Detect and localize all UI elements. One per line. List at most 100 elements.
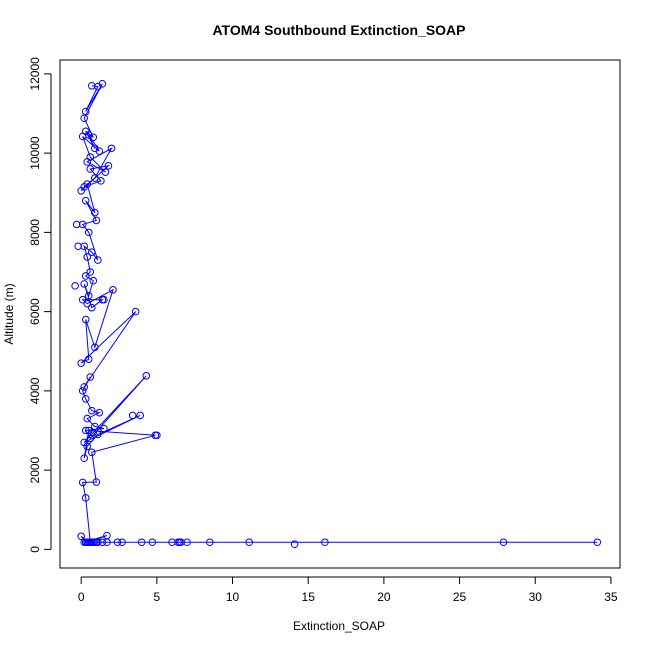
data-point xyxy=(91,208,99,217)
data-point xyxy=(81,315,90,324)
data-point xyxy=(81,494,90,502)
data-point xyxy=(98,538,107,547)
data-point xyxy=(153,431,161,440)
series-line xyxy=(80,83,598,543)
data-point xyxy=(83,158,92,166)
y-tick-label: 10000 xyxy=(28,136,42,170)
data-point xyxy=(92,216,101,225)
data-point xyxy=(148,538,157,547)
y-tick-label: 2000 xyxy=(28,456,42,483)
data-point xyxy=(100,424,108,433)
plot-frame xyxy=(59,59,621,569)
data-point xyxy=(78,478,87,487)
data-point xyxy=(80,454,89,463)
data-point xyxy=(593,538,602,547)
data-point xyxy=(86,268,95,276)
data-point xyxy=(81,394,90,403)
data-point xyxy=(174,538,182,547)
data-point xyxy=(77,359,85,367)
data-point xyxy=(81,426,90,435)
data-point xyxy=(78,387,87,395)
x-tick-label: 5 xyxy=(154,590,161,604)
data-point xyxy=(83,442,92,451)
x-tick-label: 10 xyxy=(226,590,240,604)
y-axis-label: Altitude (m) xyxy=(2,283,16,344)
data-point xyxy=(81,196,90,205)
data-point xyxy=(113,538,122,547)
data-point xyxy=(77,186,85,195)
data-point xyxy=(206,538,214,547)
data-point xyxy=(94,256,102,264)
x-tick-label: 20 xyxy=(377,590,391,604)
data-point xyxy=(92,478,101,486)
marker-layer xyxy=(71,79,602,549)
data-point xyxy=(101,168,110,176)
x-tick-label: 35 xyxy=(604,590,618,604)
data-point xyxy=(87,303,96,312)
data-point xyxy=(100,295,108,304)
data-point xyxy=(95,147,104,155)
data-point xyxy=(89,133,98,142)
x-axis: 0 5 10 15 20 25 30 35 xyxy=(78,576,618,604)
data-point xyxy=(71,282,79,290)
data-point xyxy=(168,538,176,547)
data-point xyxy=(104,162,113,170)
data-point xyxy=(91,174,99,182)
data-point xyxy=(290,540,299,549)
data-point xyxy=(83,180,92,188)
data-point xyxy=(80,280,89,288)
data-point xyxy=(94,538,102,547)
data-point xyxy=(81,272,90,280)
data-point xyxy=(89,276,98,285)
y-tick-label: 12000 xyxy=(28,57,42,91)
data-point xyxy=(98,79,107,88)
data-point xyxy=(84,538,93,547)
data-point xyxy=(137,538,146,547)
data-point xyxy=(74,242,82,251)
x-tick-label: 15 xyxy=(302,590,316,604)
data-point xyxy=(142,372,151,380)
data-point xyxy=(86,434,95,443)
y-tick-label: 4000 xyxy=(28,377,42,404)
data-point xyxy=(183,538,191,547)
data-point xyxy=(86,165,95,173)
y-tick-label: 6000 xyxy=(28,298,42,325)
data-point xyxy=(177,538,185,547)
data-point xyxy=(84,355,93,363)
data-point xyxy=(95,408,104,417)
x-tick-label: 25 xyxy=(453,590,467,604)
data-point xyxy=(84,426,93,435)
data-point xyxy=(80,383,89,391)
chart-title: ATOM4 Southbound Extinction_SOAP xyxy=(212,22,465,38)
data-point xyxy=(89,428,98,437)
data-point xyxy=(83,253,92,261)
data-point xyxy=(83,299,92,308)
data-point xyxy=(131,307,140,316)
x-axis-label: Extinction_SOAP xyxy=(293,619,385,633)
data-point xyxy=(103,538,111,547)
data-point xyxy=(321,538,329,547)
x-tick-label: 30 xyxy=(529,590,543,604)
data-point xyxy=(118,538,126,547)
data-point xyxy=(87,248,96,256)
y-tick-label: 0 xyxy=(28,546,42,553)
data-point xyxy=(109,286,117,294)
data-point xyxy=(87,538,96,547)
data-point xyxy=(78,132,87,141)
data-point xyxy=(84,228,93,237)
data-point xyxy=(80,242,89,251)
data-point xyxy=(94,430,102,439)
data-point xyxy=(77,532,85,541)
data-point xyxy=(136,411,145,420)
data-point xyxy=(107,144,116,153)
data-point xyxy=(72,220,81,229)
data-point xyxy=(78,295,87,304)
y-axis: 0 2000 4000 6000 8000 10000 12000 xyxy=(28,57,52,553)
data-point xyxy=(128,411,137,420)
y-tick-label: 8000 xyxy=(28,219,42,246)
data-point xyxy=(84,291,93,300)
data-point xyxy=(86,373,95,381)
series-layer xyxy=(80,83,598,543)
data-point xyxy=(80,114,89,123)
